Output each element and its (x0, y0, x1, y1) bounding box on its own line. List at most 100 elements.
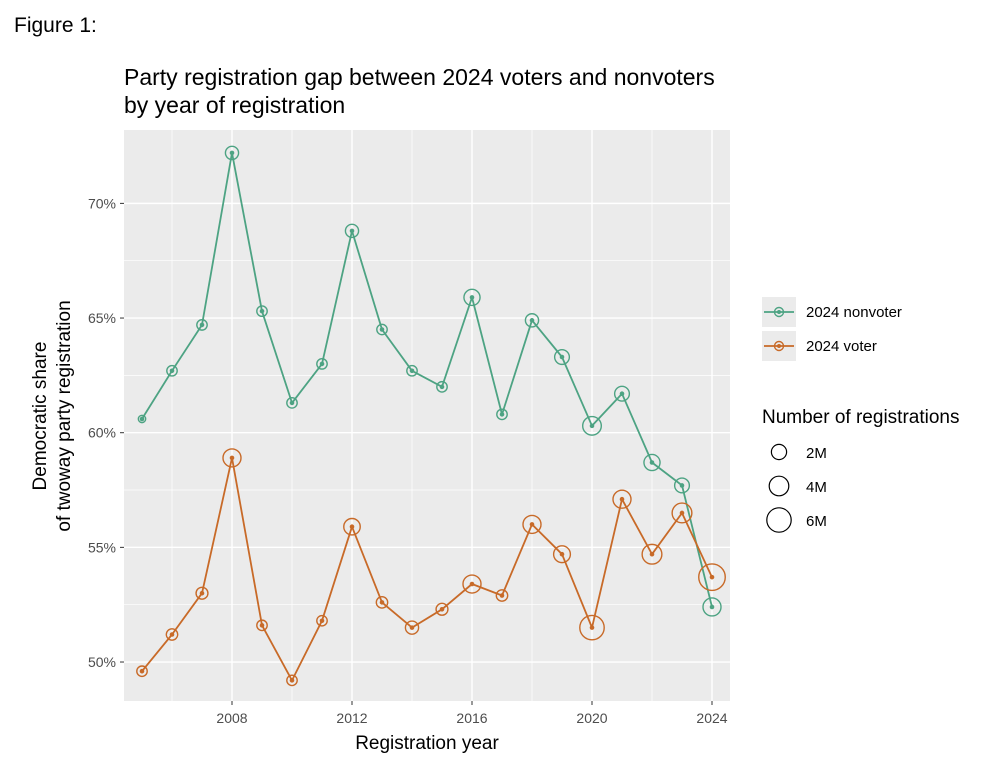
data-point-dot (319, 361, 325, 367)
data-point-dot (559, 551, 565, 557)
data-point-ring (136, 665, 148, 678)
data-points (136, 145, 726, 687)
data-point-ring (524, 313, 540, 328)
legend-series-label: 2024 voter (806, 338, 877, 355)
data-point-dot (709, 604, 715, 610)
data-point-dot (589, 625, 595, 630)
data-point-ring (256, 305, 268, 318)
legend-key-dot (777, 344, 781, 348)
y-axis: 50% 55% 60% 65% 70% (88, 195, 124, 670)
data-point-ring (166, 364, 178, 377)
data-point-ring (406, 364, 418, 377)
x-tick-label: 2008 (216, 710, 247, 726)
data-point-dot (289, 400, 295, 406)
data-point-dot (499, 412, 505, 417)
data-point-ring (165, 628, 179, 641)
data-point-ring (641, 543, 663, 565)
data-point-ring (376, 323, 388, 336)
data-point-ring (522, 514, 542, 535)
size-legend-circle (766, 507, 792, 533)
size-legend-key-bg (762, 470, 796, 502)
size-legend-label: 2M (806, 445, 827, 462)
data-point-dot (409, 625, 415, 630)
size-legend-key-bg (762, 504, 796, 536)
data-point-dot (139, 416, 145, 422)
data-point-ring (463, 288, 481, 307)
data-point-ring (404, 620, 420, 635)
data-point-dot (679, 483, 685, 488)
grid-lines (124, 130, 730, 701)
data-point-dot (199, 322, 205, 328)
data-point-ring (495, 589, 509, 602)
y-tick-label: 65% (88, 310, 116, 326)
data-point-dot (349, 228, 355, 234)
y-tick-label: 60% (88, 425, 116, 441)
data-point-dot (649, 551, 655, 557)
data-point-ring (553, 348, 571, 366)
data-point-dot (199, 590, 205, 596)
x-tick-label: 2024 (696, 710, 727, 726)
data-point-ring (579, 614, 605, 641)
data-point-ring (436, 380, 448, 393)
data-point-ring (643, 453, 661, 472)
legend-key-ring (773, 340, 785, 352)
data-point-dot (259, 308, 265, 314)
series-legend: 2024 nonvoter 2024 voter (762, 297, 902, 361)
data-point-dot (589, 423, 595, 429)
data-point-ring (698, 563, 726, 592)
legend-key-ring (773, 306, 785, 318)
data-point-ring (496, 408, 508, 421)
data-point-ring (224, 145, 240, 161)
data-point-ring (137, 414, 147, 424)
y-axis-title-line1: Democratic share (30, 342, 51, 491)
data-point-ring (344, 223, 360, 239)
x-axis-title: Registration year (355, 733, 499, 754)
size-legend-label: 6M (806, 513, 827, 530)
data-point-dot (349, 524, 355, 530)
size-legend-circle (768, 475, 790, 497)
size-legend-label: 4M (806, 479, 827, 496)
data-point-ring (286, 396, 298, 409)
data-point-ring (286, 674, 298, 687)
chart-title-block: Party registration gap between 2024 vote… (124, 63, 715, 119)
data-point-ring (581, 415, 603, 436)
data-point-dot (529, 318, 535, 323)
data-point-dot (379, 600, 385, 605)
data-point-dot (169, 368, 175, 374)
data-point-ring (195, 586, 209, 600)
data-point-dot (649, 460, 655, 465)
data-point-ring (671, 502, 693, 524)
data-point-dot (319, 618, 325, 624)
data-point-ring (222, 448, 242, 468)
plot-panel (124, 130, 730, 701)
data-point-ring (552, 545, 572, 564)
data-point-dot (379, 327, 385, 332)
data-point-dot (619, 496, 625, 502)
x-tick-label: 2012 (336, 710, 367, 726)
data-point-ring (196, 319, 208, 331)
data-point-dot (439, 384, 445, 390)
data-point-dot (409, 368, 415, 374)
data-point-dot (229, 150, 235, 156)
data-point-dot (529, 522, 535, 527)
x-tick-label: 2020 (576, 710, 607, 726)
figure-label: Figure 1: (14, 14, 97, 37)
data-point-ring (462, 574, 482, 594)
data-point-dot (229, 455, 235, 461)
x-axis: 2008 2012 2016 2020 2024 (216, 701, 728, 726)
data-point-dot (289, 678, 295, 683)
data-point-dot (619, 391, 625, 397)
legend-series-label: 2024 nonvoter (806, 304, 902, 321)
data-point-dot (469, 581, 475, 587)
data-point-ring (343, 517, 361, 536)
series-line-2024-voter (141, 456, 713, 682)
data-point-ring (612, 489, 632, 509)
size-legend: Number of registrations 2M 4M 6M (762, 407, 959, 536)
size-legend-circle (770, 443, 788, 461)
chart-subtitle: by year of registration (124, 92, 346, 118)
data-point-ring (673, 477, 691, 494)
legend-key-dot (777, 310, 781, 314)
data-point-dot (709, 574, 715, 580)
data-point-dot (169, 632, 175, 637)
